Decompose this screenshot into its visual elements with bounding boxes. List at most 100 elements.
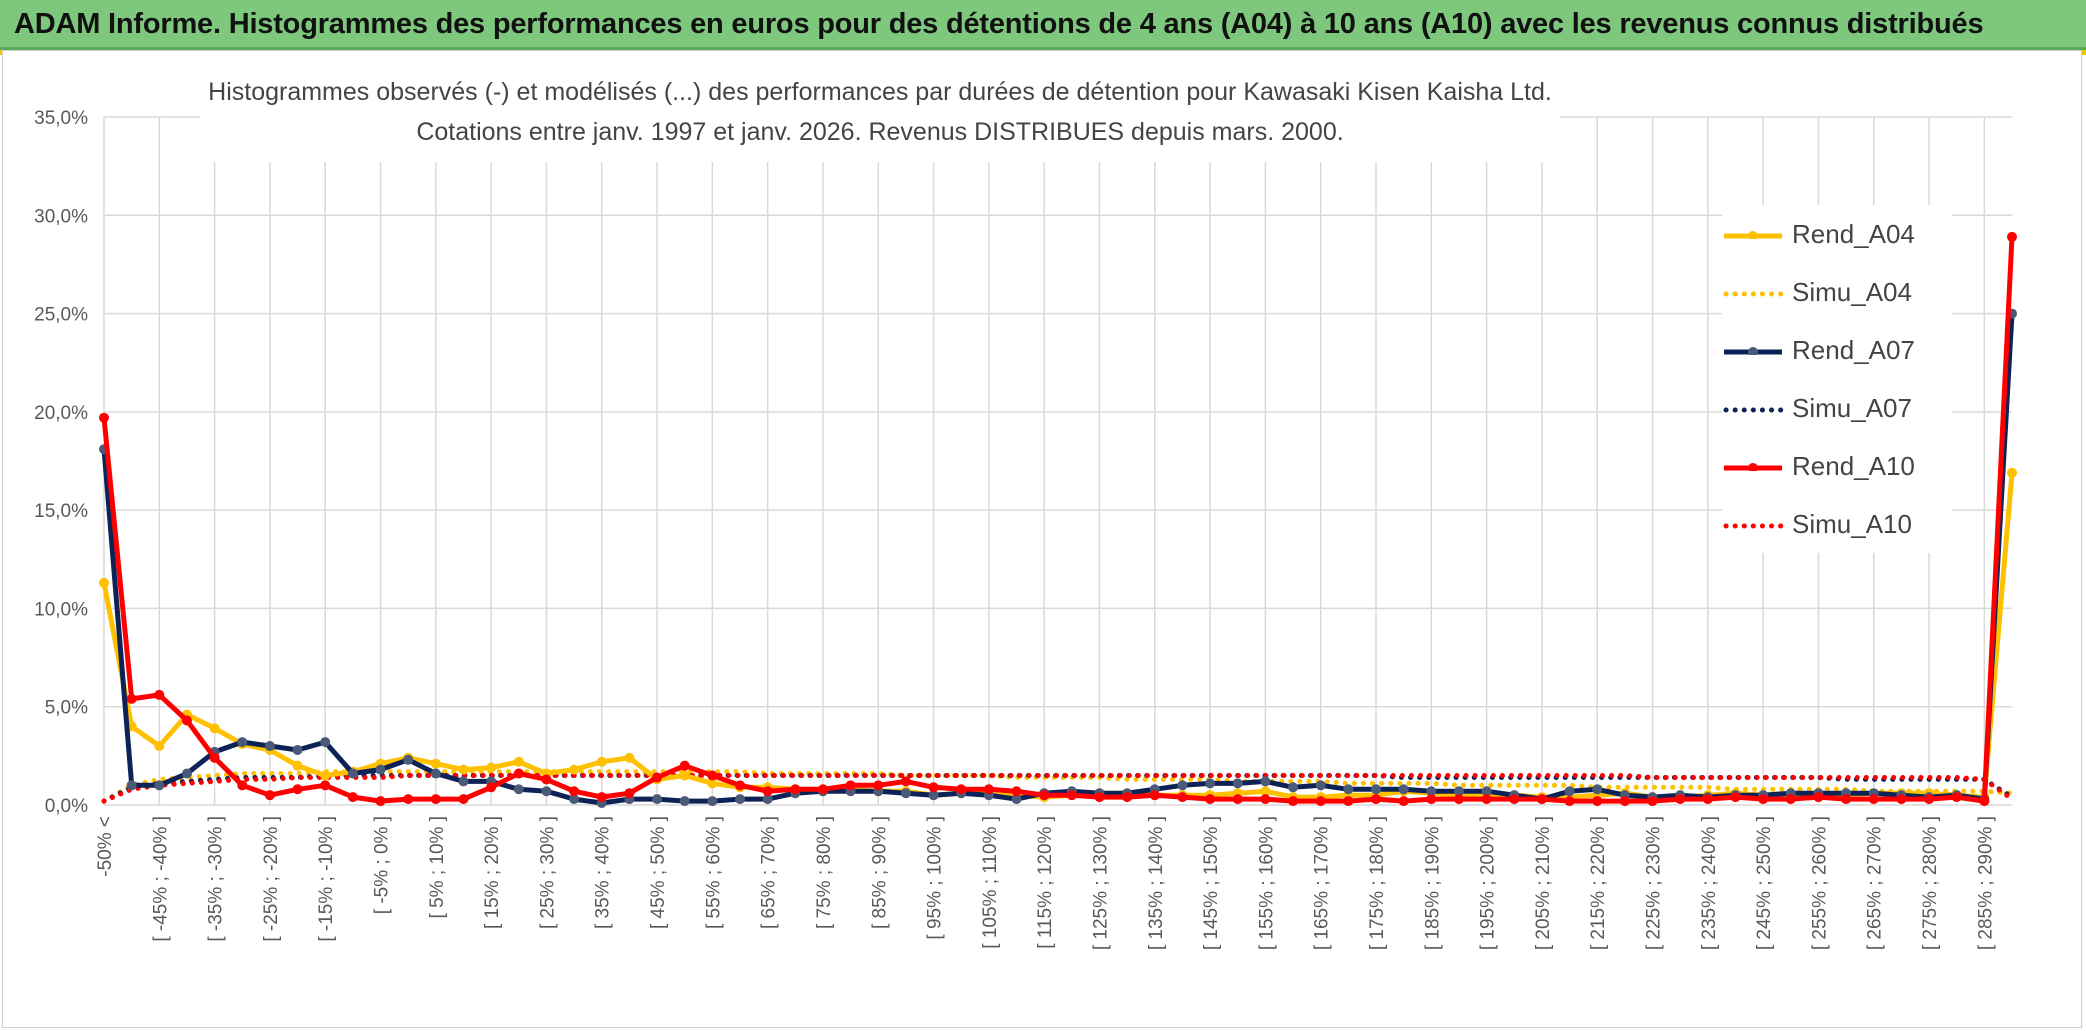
data-point xyxy=(430,768,441,779)
x-tick-label: [ 215% ; 220% ] xyxy=(1588,816,1609,950)
data-point xyxy=(486,782,497,793)
data-point xyxy=(458,776,469,787)
data-point xyxy=(458,794,469,805)
data-point xyxy=(1426,786,1437,797)
data-point xyxy=(264,741,275,752)
data-point xyxy=(1592,796,1603,807)
data-point xyxy=(1868,794,1879,805)
y-tick-label: 20,0% xyxy=(34,403,88,424)
data-point xyxy=(375,796,386,807)
data-point xyxy=(154,741,165,752)
data-point xyxy=(126,780,137,791)
data-point xyxy=(1288,796,1299,807)
data-point xyxy=(707,770,718,781)
data-point xyxy=(569,764,580,775)
x-tick-label: [ 185% ; 190% ] xyxy=(1422,816,1443,950)
x-tick-label: [ 15% ; 20% ] xyxy=(482,816,503,929)
data-point xyxy=(181,715,192,726)
x-tick-label: [ 85% ; 90% ] xyxy=(869,816,890,929)
data-point xyxy=(1841,794,1852,805)
chart-title: Histogrammes observés (-) et modélisés (… xyxy=(208,78,1552,106)
data-point xyxy=(1315,780,1326,791)
data-point xyxy=(1260,776,1271,787)
data-point xyxy=(569,794,580,805)
legend-swatch xyxy=(1723,523,1784,529)
legend-label: Rend_A10 xyxy=(1792,450,1915,481)
data-point xyxy=(1924,794,1935,805)
data-point xyxy=(1592,784,1603,795)
legend-label: Rend_A04 xyxy=(1792,218,1915,249)
data-point xyxy=(652,794,663,805)
data-point xyxy=(1481,794,1492,805)
legend-item-simu-a04: Simu_A04 xyxy=(1722,263,1952,321)
data-point xyxy=(569,786,580,797)
data-point xyxy=(1343,784,1354,795)
data-point xyxy=(679,770,690,781)
x-tick-label: [ -35% ; -30% ] xyxy=(206,816,227,942)
data-point xyxy=(762,786,773,797)
data-point xyxy=(1509,794,1520,805)
data-point xyxy=(679,796,690,807)
data-point xyxy=(1536,794,1547,805)
data-point xyxy=(1564,786,1575,797)
data-point xyxy=(900,776,911,787)
x-tick-label: [ 125% ; 130% ] xyxy=(1090,816,1111,950)
series-group xyxy=(99,231,2017,809)
chart-subtitle: Cotations entre janv. 1997 et janv. 2026… xyxy=(416,118,1344,146)
x-tick-label: [ 135% ; 140% ] xyxy=(1146,816,1167,950)
data-point xyxy=(983,784,994,795)
data-point xyxy=(1232,794,1243,805)
data-point xyxy=(1647,796,1658,807)
data-point xyxy=(1122,792,1133,803)
x-tick-label: [ 35% ; 40% ] xyxy=(593,816,614,929)
legend-label: Simu_A04 xyxy=(1792,276,1912,307)
data-point xyxy=(928,782,939,793)
x-tick-label: [ 145% ; 150% ] xyxy=(1201,816,1222,950)
data-point xyxy=(1205,794,1216,805)
data-point xyxy=(707,778,718,789)
y-tick-label: 15,0% xyxy=(34,501,88,522)
data-point xyxy=(1453,794,1464,805)
data-point xyxy=(209,723,220,734)
data-point xyxy=(707,796,718,807)
series-simu-a10 xyxy=(101,773,2015,804)
data-point xyxy=(1702,794,1713,805)
x-tick-label: -50% < xyxy=(95,816,116,877)
legend-marker xyxy=(1748,463,1758,471)
data-point xyxy=(320,770,331,781)
data-point xyxy=(1260,794,1271,805)
data-point xyxy=(652,772,663,783)
x-tick-label: [ 5% ; 10% ] xyxy=(427,816,448,918)
series-rend-a10 xyxy=(99,231,2017,807)
data-point xyxy=(624,788,635,799)
legend-swatch xyxy=(1724,463,1782,471)
x-tick-label: [ 255% ; 260% ] xyxy=(1809,816,1830,950)
data-point xyxy=(1232,778,1243,789)
data-point xyxy=(237,737,248,748)
y-tick-label: 35,0% xyxy=(34,108,88,129)
data-point xyxy=(735,794,745,805)
legend-swatch xyxy=(1724,347,1782,355)
x-tick-label: [ 175% ; 180% ] xyxy=(1367,816,1388,950)
x-tick-label: [ 225% ; 230% ] xyxy=(1644,816,1665,950)
data-point xyxy=(99,577,109,588)
x-tick-label: [ 95% ; 100% ] xyxy=(925,816,946,940)
data-point xyxy=(541,774,552,785)
data-point xyxy=(1813,792,1824,803)
header-banner: ADAM Informe. Histogrammes des performan… xyxy=(0,0,2086,50)
data-point xyxy=(900,788,911,799)
x-axis: -50% < [ -45% ; -40% ] [ -35% ; -30% ] [ -2… xyxy=(95,816,1996,950)
data-point xyxy=(292,760,303,771)
data-point xyxy=(541,786,552,797)
data-point xyxy=(845,780,856,791)
x-tick-label: [ 165% ; 170% ] xyxy=(1312,816,1333,950)
data-point xyxy=(99,412,109,423)
data-point xyxy=(1426,794,1437,805)
data-point xyxy=(403,794,414,805)
data-point xyxy=(762,794,773,805)
data-point xyxy=(375,764,386,775)
x-tick-label: [ -25% ; -20% ] xyxy=(261,816,282,942)
data-point xyxy=(347,768,358,779)
y-tick-label: 10,0% xyxy=(34,599,88,620)
data-point xyxy=(1951,792,1962,803)
